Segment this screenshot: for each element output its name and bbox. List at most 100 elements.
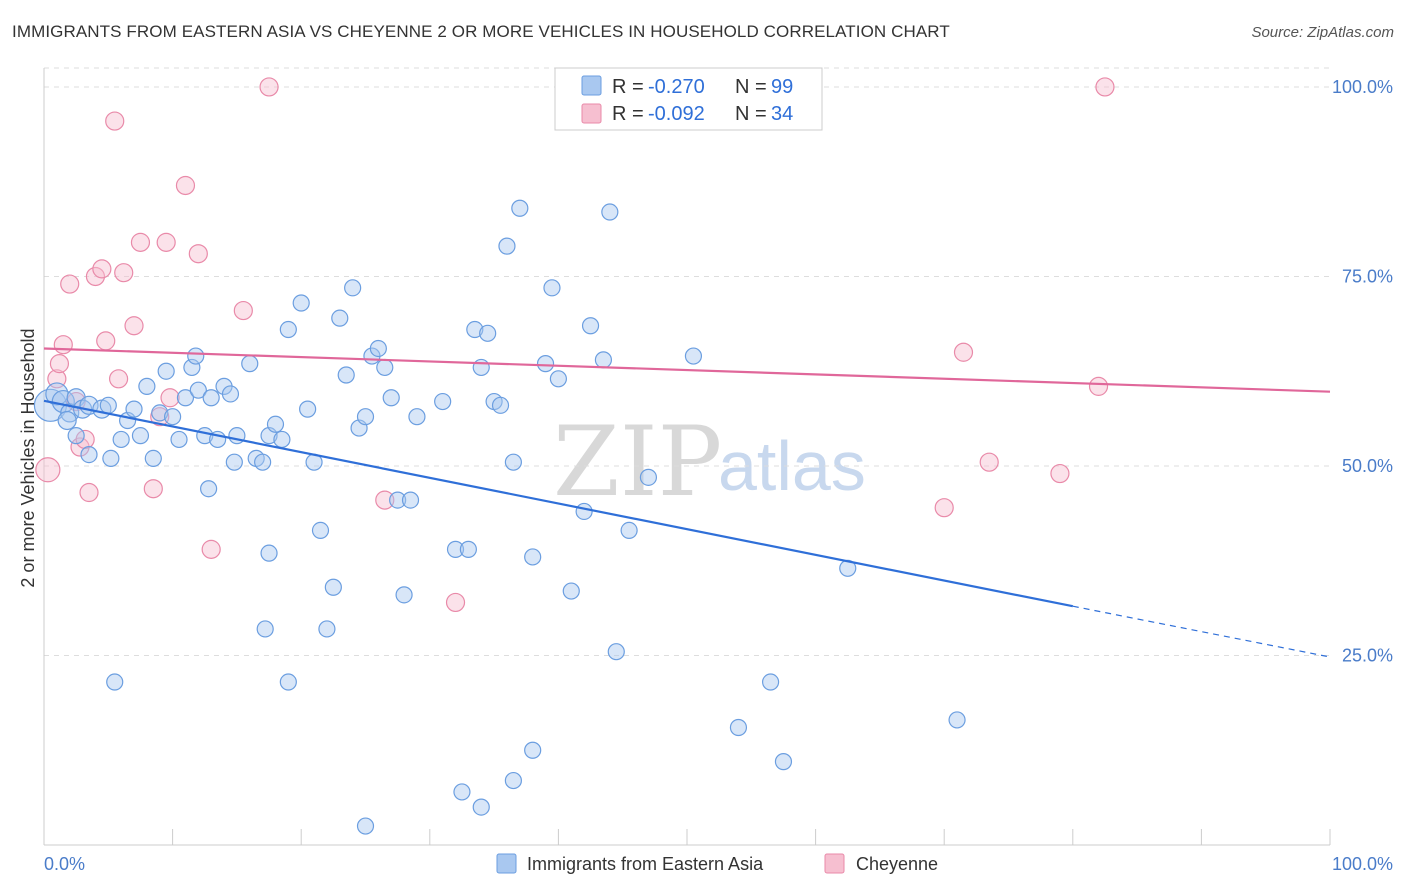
- eastern-asia-point: [607, 643, 625, 661]
- eastern-asia-point: [183, 358, 201, 377]
- y-axis-title: 2 or more Vehicles in Household: [18, 328, 38, 587]
- y-tick-labels: 25.0% 50.0% 75.0% 100.0%: [1332, 77, 1393, 666]
- legend-swatch-blue: [581, 75, 602, 96]
- cheyenne-trend-line: [43, 347, 1331, 393]
- eastern-asia-point: [594, 351, 613, 369]
- y-tick-label: 25.0%: [1342, 645, 1393, 665]
- legend-n-label-2: N =: [735, 103, 767, 125]
- eastern-asia-point: [524, 548, 542, 566]
- y-tick-label: 75.0%: [1342, 266, 1393, 286]
- eastern-asia-point: [299, 400, 317, 418]
- eastern-asia-point: [382, 389, 400, 407]
- eastern-asia-point: [524, 741, 542, 759]
- legend-r-value-2: -0.092: [648, 103, 705, 125]
- eastern-asia-point: [254, 453, 272, 471]
- eastern-asia-point: [536, 355, 555, 373]
- eastern-asia-point: [241, 355, 259, 373]
- cheyenne-point: [445, 592, 466, 613]
- legend-r-value-1: -0.270: [648, 76, 705, 98]
- cheyenne-point: [233, 300, 253, 321]
- eastern-asia-trend-line: [43, 399, 1074, 608]
- cheyenne-point: [150, 407, 170, 427]
- eastern-asia-point: [479, 324, 497, 342]
- cheyenne-point: [105, 111, 125, 131]
- watermark-zip: ZIP: [553, 406, 722, 518]
- eastern-asia-point: [106, 673, 124, 691]
- eastern-asia-point: [472, 358, 490, 377]
- series-legend-swatch-blue: [496, 853, 517, 874]
- cheyenne-point: [75, 429, 95, 450]
- eastern-asia-point: [344, 279, 362, 297]
- eastern-asia-point: [498, 237, 516, 255]
- eastern-asia-point: [581, 317, 600, 335]
- eastern-asia-point: [131, 427, 150, 445]
- watermark-atlas: atlas: [718, 427, 866, 505]
- eastern-asia-trend-extension: [1072, 605, 1331, 658]
- eastern-asia-point: [453, 783, 471, 801]
- eastern-asia-point: [446, 540, 465, 558]
- eastern-asia-point: [948, 711, 966, 729]
- cheyenne-point: [1088, 376, 1109, 396]
- eastern-asia-point: [57, 410, 77, 431]
- eastern-asia-point: [266, 415, 285, 433]
- cheyenne-point: [1095, 77, 1115, 97]
- cheyenne-point: [188, 244, 208, 264]
- eastern-asia-point: [337, 366, 355, 384]
- y-tick-label: 50.0%: [1342, 456, 1393, 476]
- cheyenne-point: [124, 316, 144, 336]
- eastern-asia-point: [356, 817, 375, 835]
- eastern-asia-point: [273, 430, 291, 449]
- eastern-asia-point: [176, 389, 195, 407]
- series-cheyenne-points: [35, 77, 1115, 613]
- eastern-asia-point: [99, 396, 117, 414]
- eastern-asia-point: [434, 392, 452, 411]
- eastern-asia-point: [311, 521, 330, 540]
- cheyenne-point: [259, 77, 279, 97]
- eastern-asia-point: [389, 491, 407, 509]
- legend-swatch-pink: [581, 103, 602, 124]
- eastern-asia-point: [504, 453, 522, 471]
- eastern-asia-point: [408, 408, 426, 426]
- series-legend-swatch-pink: [824, 853, 845, 874]
- series-eastern-asia-points: [33, 74, 966, 835]
- cheyenne-point: [934, 498, 954, 518]
- eastern-asia-point: [102, 449, 120, 467]
- eastern-asia-point: [112, 430, 130, 449]
- eastern-asia-point: [324, 578, 342, 596]
- cheyenne-point: [92, 259, 112, 279]
- cheyenne-point: [85, 266, 106, 287]
- legend-n-label-1: N =: [735, 76, 767, 98]
- eastern-asia-point: [774, 753, 793, 771]
- eastern-asia-point: [157, 362, 175, 380]
- eastern-asia-point: [225, 453, 243, 471]
- eastern-asia-point: [200, 480, 218, 498]
- eastern-asia-point: [331, 309, 349, 327]
- eastern-asia-point: [256, 620, 274, 638]
- cheyenne-point: [953, 342, 974, 362]
- cheyenne-point: [130, 232, 151, 252]
- eastern-asia-point: [639, 468, 658, 486]
- eastern-asia-point: [761, 673, 780, 691]
- eastern-asia-point: [144, 449, 162, 467]
- watermark: ZIP atlas: [553, 406, 866, 518]
- cheyenne-point: [160, 388, 180, 408]
- eastern-asia-point: [543, 279, 561, 297]
- legend-r-label-2: R =: [612, 103, 644, 125]
- series-legend: Immigrants from Eastern Asia Cheyenne: [496, 853, 938, 874]
- cheyenne-point: [114, 263, 134, 283]
- eastern-asia-point: [549, 370, 568, 388]
- eastern-asia-point: [138, 377, 156, 395]
- eastern-asia-point: [292, 294, 310, 312]
- cheyenne-point: [979, 452, 999, 472]
- eastern-asia-point: [504, 771, 522, 790]
- eastern-asia-point: [260, 544, 278, 562]
- cheyenne-point: [60, 274, 80, 294]
- eastern-asia-point: [472, 798, 490, 816]
- series-legend-label-pink: Cheyenne: [856, 854, 938, 874]
- eastern-asia-point: [401, 491, 420, 509]
- eastern-asia-point: [684, 347, 703, 365]
- eastern-asia-point: [202, 389, 220, 407]
- cheyenne-point: [96, 331, 116, 351]
- eastern-asia-point: [170, 430, 188, 449]
- cheyenne-point: [1050, 463, 1070, 484]
